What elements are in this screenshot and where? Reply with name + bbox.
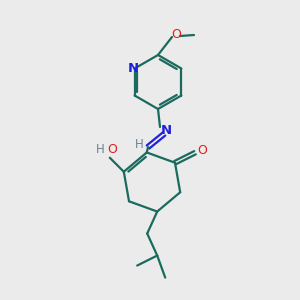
Text: H: H bbox=[95, 143, 104, 156]
Text: H: H bbox=[135, 137, 143, 151]
Text: N: N bbox=[160, 124, 172, 137]
Text: O: O bbox=[171, 28, 181, 41]
Text: N: N bbox=[128, 62, 139, 75]
Text: O: O bbox=[107, 143, 117, 156]
Text: O: O bbox=[197, 144, 207, 157]
